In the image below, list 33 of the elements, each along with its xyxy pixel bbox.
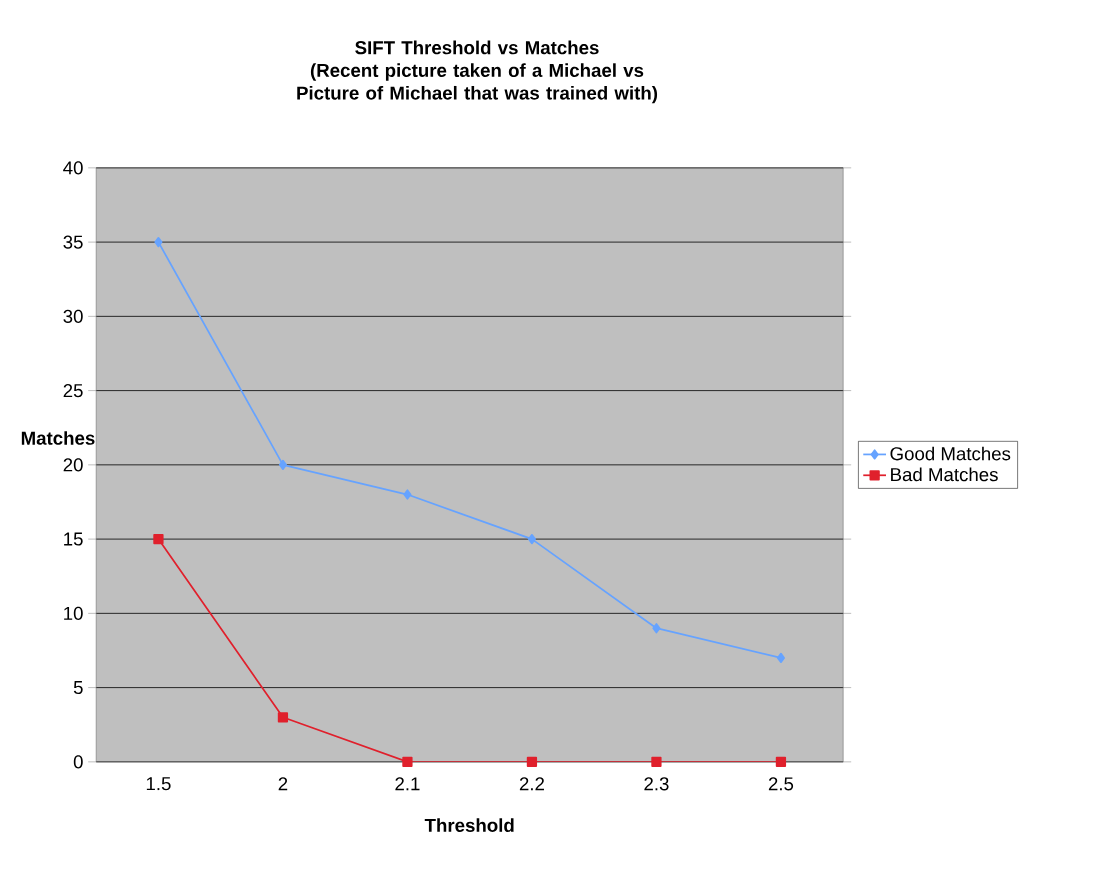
point [526,756,538,767]
point [527,533,536,545]
x-tick-label: 2 [278,777,288,791]
point [153,533,164,545]
y-tick-label: 40 [63,161,83,175]
y-axis-title: Matches [21,431,95,445]
y-tick-label: 35 [63,235,83,249]
point [402,756,413,767]
point [775,756,787,767]
point [403,489,412,500]
x-tick-label: 2.2 [519,777,544,791]
y-tick-label: 20 [63,458,83,472]
chart-subtitle: (Recent picture taken of a Michael vs Picture of Michael that was trained with) [297,63,658,104]
x-axis-title: Threshold [424,818,514,832]
point [154,236,163,248]
y-tick-label: 15 [64,532,83,546]
x-tick-label: 2.5 [768,777,794,791]
point [776,652,786,664]
y-tick-label: 5 [73,681,83,695]
y-tick-label: 25 [63,383,83,398]
y-tick-label: 10 [64,606,83,620]
legend-label: Good Matches [890,446,1011,461]
point [278,459,287,470]
x-tick-label: 1.5 [146,777,171,791]
point [277,712,289,723]
x-tick-label: 2.1 [395,777,420,791]
point [652,623,661,634]
y-tick-label: 0 [73,755,83,769]
y-tick-label: 30 [63,309,83,323]
x-tick-label: 2.3 [644,777,669,791]
chart-title: SIFT Threshold vs Matches [355,40,599,55]
legend-label: Bad Matches [891,467,998,482]
point [651,756,662,767]
